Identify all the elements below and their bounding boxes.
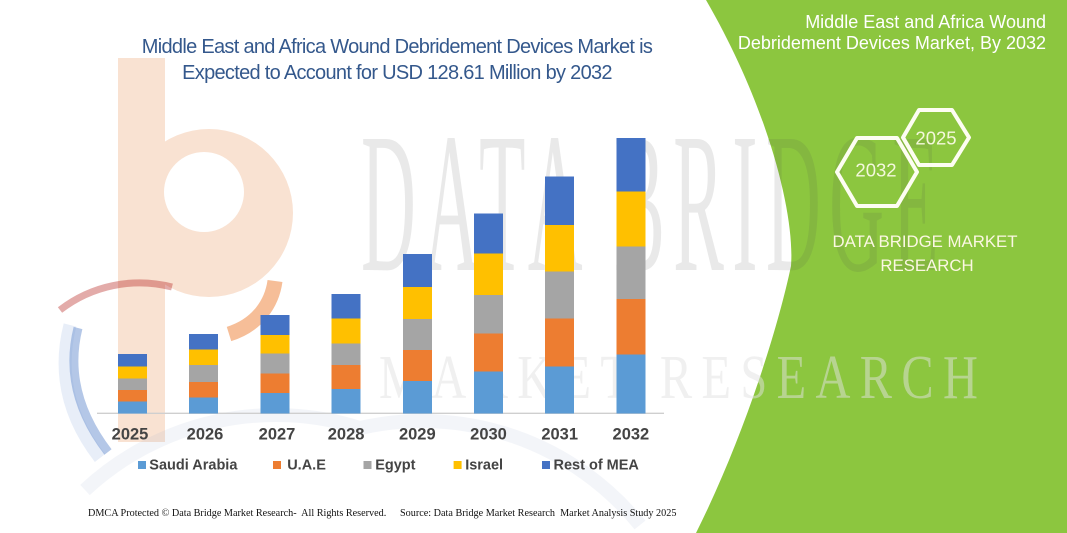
- svg-text:Saudi Arabia: Saudi Arabia: [149, 458, 238, 474]
- svg-text:2032: 2032: [855, 160, 896, 181]
- svg-text:U.A.E: U.A.E: [287, 458, 326, 474]
- svg-text:2025: 2025: [112, 426, 149, 444]
- svg-text:2031: 2031: [541, 426, 578, 444]
- svg-text:RESEARCH: RESEARCH: [880, 256, 973, 275]
- svg-text:Israel: Israel: [465, 458, 503, 474]
- svg-text:2027: 2027: [259, 426, 296, 444]
- svg-text:MARKET RESEARCH: MARKET RESEARCH: [379, 343, 987, 412]
- svg-text:Middle East and Africa Wound: Middle East and Africa Wound: [805, 12, 1046, 32]
- svg-text:2028: 2028: [328, 426, 365, 444]
- svg-text:Egypt: Egypt: [375, 458, 415, 474]
- svg-text:Source: Data Bridge Market Res: Source: Data Bridge Market Research Mark…: [400, 508, 676, 519]
- svg-text:2029: 2029: [399, 426, 436, 444]
- svg-text:DATA BRIDGE MARKET: DATA BRIDGE MARKET: [833, 232, 1018, 251]
- svg-text:Expected to Account for USD 12: Expected to Account for USD 128.61 Milli…: [182, 62, 612, 84]
- svg-text:2026: 2026: [187, 426, 224, 444]
- svg-text:2032: 2032: [613, 426, 650, 444]
- svg-text:DMCA Protected © Data Bridge M: DMCA Protected © Data Bridge Market Rese…: [88, 508, 386, 519]
- svg-text:2025: 2025: [915, 128, 956, 149]
- svg-text:DATA BRIDGE: DATA BRIDGE: [361, 92, 947, 314]
- svg-text:Debridement Devices Market, By: Debridement Devices Market, By 2032: [738, 33, 1046, 53]
- svg-text:Rest of MEA: Rest of MEA: [554, 458, 640, 474]
- svg-text:Middle East and Africa Wound D: Middle East and Africa Wound Debridement…: [142, 36, 653, 58]
- svg-text:2030: 2030: [470, 426, 507, 444]
